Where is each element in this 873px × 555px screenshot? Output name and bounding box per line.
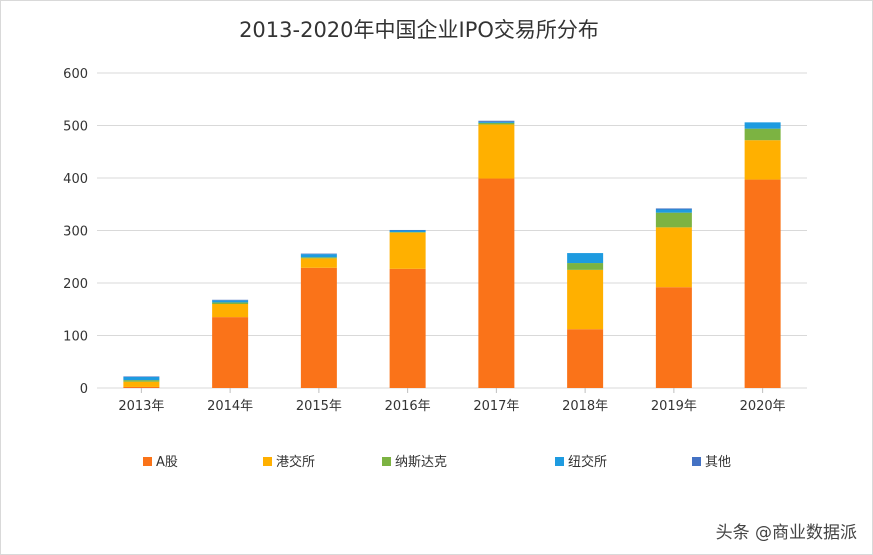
bar-segment-其他	[478, 120, 515, 122]
x-tick-label: 2019年	[651, 399, 697, 414]
bar-segment-港交所	[655, 227, 692, 288]
bar-segment-纳斯达克	[567, 263, 604, 270]
legend-swatch	[692, 457, 701, 466]
bar-segment-纽交所	[212, 300, 249, 303]
bar-segment-其他	[655, 208, 692, 210]
bar-segment-A股	[212, 317, 249, 388]
x-tick-label: 2018年	[562, 399, 608, 414]
bar-segment-纽交所	[123, 376, 160, 381]
bar-segment-纽交所	[478, 121, 515, 123]
bar-segment-A股	[478, 178, 515, 388]
bar-segment-纽交所	[389, 230, 426, 233]
y-tick-label: 600	[63, 67, 88, 82]
legend-label: 港交所	[276, 454, 315, 470]
y-tick-label: 200	[63, 277, 88, 292]
bar-segment-港交所	[744, 140, 781, 180]
legend-label: 其他	[705, 455, 731, 470]
bar-segment-A股	[300, 267, 337, 388]
x-tick-label: 2013年	[118, 399, 164, 414]
bar-segment-其他	[300, 253, 337, 255]
bar-segment-纳斯达克	[478, 122, 515, 125]
bar-segment-纳斯达克	[655, 212, 692, 228]
bar-segment-纳斯达克	[744, 128, 781, 141]
bar-segment-纳斯达克	[389, 232, 426, 233]
bar-segment-A股	[389, 268, 426, 388]
bar-segment-港交所	[300, 258, 337, 268]
x-tick-label: 2015年	[296, 399, 342, 414]
x-tick-label: 2020年	[740, 399, 786, 414]
watermark: 头条 @商业数据派	[715, 523, 857, 543]
y-tick-label: 0	[80, 382, 88, 397]
y-tick-label: 100	[63, 330, 88, 345]
bar-segment-港交所	[123, 381, 160, 387]
chart-title: 2013-2020年中国企业IPO交易所分布	[239, 18, 599, 42]
y-tick-label: 400	[63, 172, 88, 187]
legend-swatch	[382, 457, 391, 466]
bar-segment-其他	[123, 376, 160, 377]
legend-swatch	[555, 457, 564, 466]
bar-segment-港交所	[389, 232, 426, 269]
bar-segment-港交所	[212, 304, 249, 318]
bar-segment-纽交所	[567, 253, 604, 264]
bar-segment-纽交所	[655, 209, 692, 213]
bar-segment-港交所	[567, 269, 604, 330]
legend-swatch	[143, 457, 152, 466]
y-tick-label: 300	[63, 225, 88, 240]
bar-segment-A股	[655, 287, 692, 388]
bar-segment-A股	[567, 329, 604, 388]
legend-swatch	[263, 457, 272, 466]
bar-segment-纳斯达克	[123, 380, 160, 382]
bar-segment-纳斯达克	[212, 302, 249, 304]
bar-segment-纳斯达克	[300, 257, 337, 259]
bar-segment-港交所	[478, 124, 515, 179]
legend-label: 纽交所	[568, 454, 607, 470]
bar-segment-纽交所	[300, 254, 337, 258]
bar-segment-其他	[389, 229, 426, 231]
bar-segment-纽交所	[744, 122, 781, 129]
bar-segment-其他	[212, 299, 249, 301]
bar-segment-A股	[123, 386, 160, 388]
bar-segment-A股	[744, 179, 781, 388]
y-tick-label: 500	[63, 120, 88, 135]
x-tick-label: 2016年	[385, 399, 431, 414]
x-tick-label: 2017年	[473, 399, 519, 414]
legend-label: 纳斯达克	[395, 455, 447, 470]
legend-label: A股	[156, 455, 178, 470]
x-tick-label: 2014年	[207, 399, 253, 414]
